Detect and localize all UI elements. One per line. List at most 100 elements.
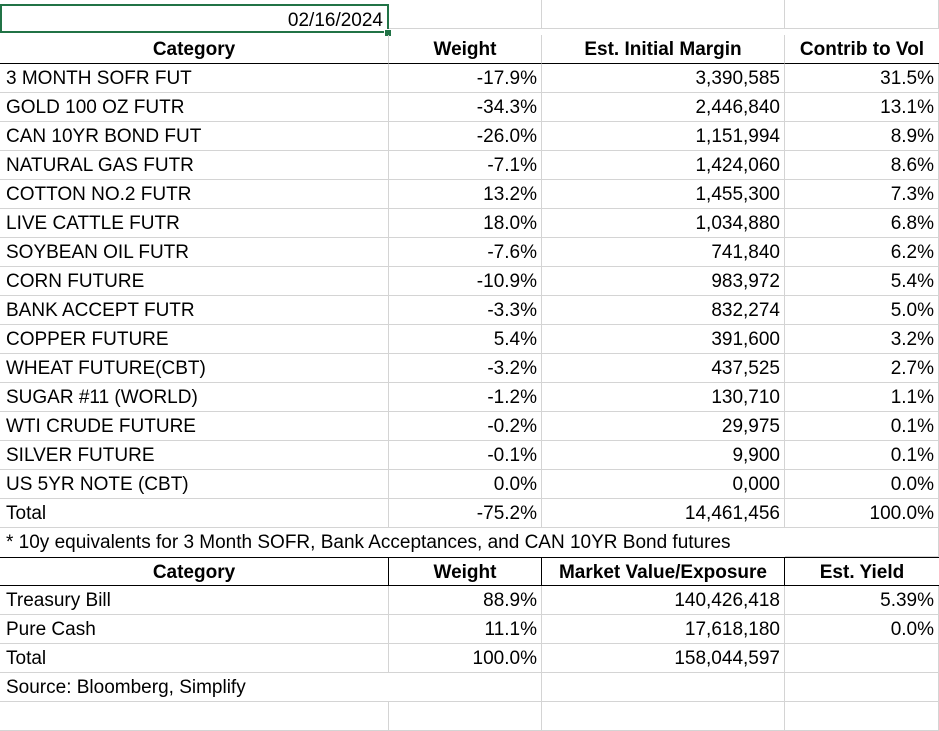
category-cell[interactable]: WHEAT FUTURE(CBT) <box>0 354 389 383</box>
category-cell[interactable]: COTTON NO.2 FUTR <box>0 180 389 209</box>
cash-header-market-value[interactable]: Market Value/Exposure <box>542 557 785 586</box>
cash-header-est-yield[interactable]: Est. Yield <box>785 557 939 586</box>
margin-cell[interactable]: 1,034,880 <box>542 209 785 238</box>
category-cell[interactable]: SOYBEAN OIL FUTR <box>0 238 389 267</box>
category-cell[interactable]: US 5YR NOTE (CBT) <box>0 470 389 499</box>
empty-cell[interactable] <box>542 0 785 29</box>
contrib-cell[interactable]: 2.7% <box>785 354 939 383</box>
category-cell[interactable]: Treasury Bill <box>0 586 389 615</box>
yield-cell[interactable] <box>785 644 939 673</box>
margin-cell[interactable]: 832,274 <box>542 296 785 325</box>
weight-cell[interactable]: -7.1% <box>389 151 542 180</box>
contrib-cell[interactable]: 1.1% <box>785 383 939 412</box>
header-est-initial-margin[interactable]: Est. Initial Margin <box>542 35 785 64</box>
weight-cell[interactable]: -1.2% <box>389 383 542 412</box>
margin-cell[interactable]: 437,525 <box>542 354 785 383</box>
cash-header-category[interactable]: Category <box>0 557 389 586</box>
category-cell[interactable]: SUGAR #11 (WORLD) <box>0 383 389 412</box>
margin-cell[interactable]: 130,710 <box>542 383 785 412</box>
header-category[interactable]: Category <box>0 35 389 64</box>
market-value-cell[interactable]: 158,044,597 <box>542 644 785 673</box>
margin-cell[interactable]: 983,972 <box>542 267 785 296</box>
contrib-cell[interactable]: 0.1% <box>785 412 939 441</box>
empty-cell[interactable] <box>785 528 939 557</box>
empty-cell[interactable] <box>389 673 542 702</box>
empty-cell[interactable] <box>542 673 785 702</box>
contrib-cell[interactable]: 6.8% <box>785 209 939 238</box>
weight-cell[interactable]: -34.3% <box>389 93 542 122</box>
contrib-cell[interactable]: 5.0% <box>785 296 939 325</box>
category-cell[interactable]: Total <box>0 499 389 528</box>
category-cell[interactable]: SILVER FUTURE <box>0 441 389 470</box>
weight-cell[interactable]: -3.2% <box>389 354 542 383</box>
weight-cell[interactable]: -75.2% <box>389 499 542 528</box>
category-cell[interactable]: Total <box>0 644 389 673</box>
margin-cell[interactable]: 1,424,060 <box>542 151 785 180</box>
category-cell[interactable]: CORN FUTURE <box>0 267 389 296</box>
weight-cell[interactable]: -17.9% <box>389 64 542 93</box>
margin-cell[interactable]: 0,000 <box>542 470 785 499</box>
category-cell[interactable]: WTI CRUDE FUTURE <box>0 412 389 441</box>
contrib-cell[interactable]: 0.0% <box>785 470 939 499</box>
yield-cell[interactable]: 0.0% <box>785 615 939 644</box>
header-contrib-to-vol[interactable]: Contrib to Vol <box>785 35 939 64</box>
weight-cell[interactable]: -10.9% <box>389 267 542 296</box>
contrib-cell[interactable]: 8.9% <box>785 122 939 151</box>
market-value-cell[interactable]: 17,618,180 <box>542 615 785 644</box>
weight-cell[interactable]: 100.0% <box>389 644 542 673</box>
weight-cell[interactable]: -26.0% <box>389 122 542 151</box>
contrib-cell[interactable]: 6.2% <box>785 238 939 267</box>
contrib-cell[interactable]: 3.2% <box>785 325 939 354</box>
futures-table-row: NATURAL GAS FUTR -7.1% 1,424,060 8.6% <box>0 151 939 180</box>
margin-cell[interactable]: 14,461,456 <box>542 499 785 528</box>
category-cell[interactable]: LIVE CATTLE FUTR <box>0 209 389 238</box>
weight-cell[interactable]: 11.1% <box>389 615 542 644</box>
contrib-cell[interactable]: 100.0% <box>785 499 939 528</box>
margin-cell[interactable]: 741,840 <box>542 238 785 267</box>
category-cell[interactable]: Pure Cash <box>0 615 389 644</box>
market-value-cell[interactable]: 140,426,418 <box>542 586 785 615</box>
empty-cell[interactable] <box>389 0 542 29</box>
weight-cell[interactable]: -0.2% <box>389 412 542 441</box>
date-cell[interactable]: 02/16/2024 <box>0 4 389 33</box>
margin-cell[interactable]: 29,975 <box>542 412 785 441</box>
margin-cell[interactable]: 3,390,585 <box>542 64 785 93</box>
category-cell[interactable]: COPPER FUTURE <box>0 325 389 354</box>
category-cell[interactable]: GOLD 100 OZ FUTR <box>0 93 389 122</box>
category-cell[interactable]: 3 MONTH SOFR FUT <box>0 64 389 93</box>
source-text[interactable]: Source: Bloomberg, Simplify <box>0 673 389 702</box>
margin-cell[interactable]: 9,900 <box>542 441 785 470</box>
weight-cell[interactable]: 18.0% <box>389 209 542 238</box>
margin-cell[interactable]: 1,455,300 <box>542 180 785 209</box>
margin-cell[interactable]: 391,600 <box>542 325 785 354</box>
weight-cell[interactable]: 0.0% <box>389 470 542 499</box>
weight-cell[interactable]: -0.1% <box>389 441 542 470</box>
weight-cell[interactable]: 5.4% <box>389 325 542 354</box>
margin-cell[interactable]: 2,446,840 <box>542 93 785 122</box>
category-cell[interactable]: NATURAL GAS FUTR <box>0 151 389 180</box>
empty-cell[interactable] <box>389 702 542 731</box>
margin-cell[interactable]: 1,151,994 <box>542 122 785 151</box>
weight-cell[interactable]: 13.2% <box>389 180 542 209</box>
contrib-cell[interactable]: 0.1% <box>785 441 939 470</box>
weight-cell[interactable]: 88.9% <box>389 586 542 615</box>
empty-cell[interactable] <box>785 702 939 731</box>
empty-cell[interactable] <box>785 673 939 702</box>
contrib-cell[interactable]: 5.4% <box>785 267 939 296</box>
empty-cell[interactable] <box>0 702 389 731</box>
footnote-text[interactable]: * 10y equivalents for 3 Month SOFR, Bank… <box>6 532 731 553</box>
yield-cell[interactable]: 5.39% <box>785 586 939 615</box>
futures-table-row: COTTON NO.2 FUTR 13.2% 1,455,300 7.3% <box>0 180 939 209</box>
contrib-cell[interactable]: 31.5% <box>785 64 939 93</box>
contrib-cell[interactable]: 7.3% <box>785 180 939 209</box>
category-cell[interactable]: CAN 10YR BOND FUT <box>0 122 389 151</box>
weight-cell[interactable]: -7.6% <box>389 238 542 267</box>
weight-cell[interactable]: -3.3% <box>389 296 542 325</box>
empty-cell[interactable] <box>542 702 785 731</box>
category-cell[interactable]: BANK ACCEPT FUTR <box>0 296 389 325</box>
contrib-cell[interactable]: 13.1% <box>785 93 939 122</box>
contrib-cell[interactable]: 8.6% <box>785 151 939 180</box>
cash-header-weight[interactable]: Weight <box>389 557 542 586</box>
empty-cell[interactable] <box>785 0 939 29</box>
header-weight[interactable]: Weight <box>389 35 542 64</box>
